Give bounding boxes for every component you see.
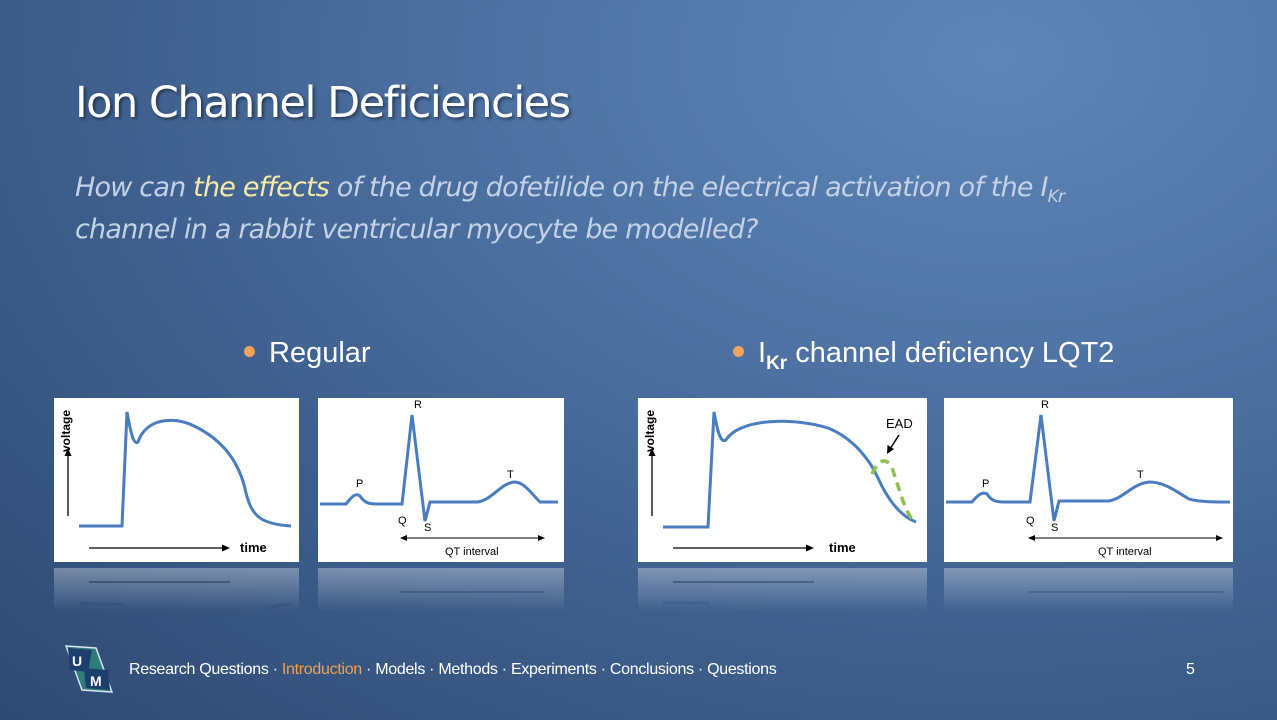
r-wave-label: R xyxy=(414,399,422,411)
ap-trace xyxy=(663,411,917,529)
qt-arrow-left-icon xyxy=(400,535,407,541)
reflection-graphic xyxy=(651,581,917,630)
bullet-dot-icon xyxy=(733,345,744,357)
s-wave-label: S xyxy=(1051,522,1058,534)
logo-letter-m: M xyxy=(90,673,102,689)
time-arrow-icon xyxy=(222,544,230,552)
bullet-dot-icon xyxy=(244,345,255,357)
nav-conclusions[interactable]: Conclusions xyxy=(609,661,694,678)
nav-separator: · xyxy=(693,661,708,678)
qt-arrow-right-icon xyxy=(538,535,545,541)
nav-introduction[interactable]: Introduction xyxy=(281,661,362,678)
action-potential-plot: voltage time xyxy=(59,410,292,555)
ead-pointer-line xyxy=(889,434,900,450)
nav-experiments[interactable]: Experiments xyxy=(510,661,597,678)
nav-separator: · xyxy=(361,661,376,678)
question-part-1: How can xyxy=(75,172,194,203)
voltage-label: voltage xyxy=(59,410,73,452)
reflection-graphic xyxy=(946,591,1231,630)
ecg-plot: R P Q S T QT interval xyxy=(320,399,558,558)
p-wave-label: P xyxy=(982,478,989,490)
question-subscript: Kr xyxy=(1047,187,1065,207)
nav-research-questions[interactable]: Research Questions xyxy=(129,661,269,678)
t-wave-label: T xyxy=(507,469,514,481)
qt-interval-label: QT interval xyxy=(445,546,499,558)
figure-ecg-regular: R P Q S T QT interval xyxy=(318,398,564,562)
slide-title: Ion Channel Deficiencies xyxy=(75,78,571,128)
figure-ecg-lqt2: R P Q S T QT interval xyxy=(944,398,1233,562)
bullet-label: channel deficiency LQT2 xyxy=(787,337,1115,369)
figure-reflection xyxy=(944,568,1233,630)
ecg-lqt2-plot: R P Q S T QT interval xyxy=(946,399,1231,558)
action-potential-lqt2-plot: voltage time EAD xyxy=(643,410,917,555)
figure-reflection xyxy=(54,568,299,630)
figure-action-potential-lqt2: voltage time EAD xyxy=(638,398,927,562)
ead-label: EAD xyxy=(886,416,913,431)
question-part-3: channel in a rabbit ventricular myocyte … xyxy=(75,214,759,245)
nav-separator: · xyxy=(268,661,282,678)
bullet-label: Regular xyxy=(269,337,371,369)
ead-arrow-icon xyxy=(887,445,894,454)
time-arrow-icon xyxy=(806,544,814,552)
qt-arrow-left-icon xyxy=(1028,535,1035,541)
university-logo: U M xyxy=(62,642,116,696)
p-wave-label: P xyxy=(356,478,363,490)
q-wave-label: Q xyxy=(398,515,407,527)
qt-interval-label: QT interval xyxy=(1098,546,1152,558)
voltage-label: voltage xyxy=(643,410,657,452)
ecg-trace xyxy=(946,414,1231,522)
figure-reflection xyxy=(638,568,927,630)
voltage-arrow-icon xyxy=(648,448,656,456)
reflection-graphic xyxy=(67,581,292,630)
bullet-regular: Regular xyxy=(244,337,371,370)
logo-letter-u: U xyxy=(72,653,82,669)
voltage-arrow-icon xyxy=(64,448,72,456)
ap-trace xyxy=(79,411,292,528)
ead-trace xyxy=(870,459,916,524)
time-label: time xyxy=(240,540,267,555)
nav-separator: · xyxy=(425,661,439,678)
nav-separator: · xyxy=(596,661,610,678)
question-part-2: of the drug dofetilide on the electrical… xyxy=(329,172,1049,203)
nav-questions[interactable]: Questions xyxy=(707,661,777,678)
footer-navigation: Research Questions · Introduction · Mode… xyxy=(129,661,777,679)
question-highlight: the effects xyxy=(193,172,330,203)
time-label: time xyxy=(829,540,856,555)
reflection-graphic xyxy=(320,591,558,630)
q-wave-label: Q xyxy=(1026,515,1035,527)
r-wave-label: R xyxy=(1041,399,1049,411)
figure-action-potential-regular: voltage time xyxy=(54,398,299,562)
logo-graphic: U M xyxy=(64,645,114,693)
research-question: How can the effects of the drug dofetili… xyxy=(75,167,1135,251)
t-wave-label: T xyxy=(1137,469,1144,481)
qt-arrow-right-icon xyxy=(1216,535,1223,541)
ecg-trace xyxy=(320,414,558,522)
bullet-subscript: Kr xyxy=(766,353,788,374)
s-wave-label: S xyxy=(424,522,431,534)
nav-models[interactable]: Models xyxy=(375,661,426,678)
figure-reflection xyxy=(318,568,564,630)
page-number: 5 xyxy=(1186,661,1195,678)
nav-methods[interactable]: Methods xyxy=(438,661,498,678)
bullet-prefix: I xyxy=(758,337,767,369)
bullet-lqt2: IKr channel deficiency LQT2 xyxy=(733,337,1115,373)
nav-separator: · xyxy=(497,661,511,678)
